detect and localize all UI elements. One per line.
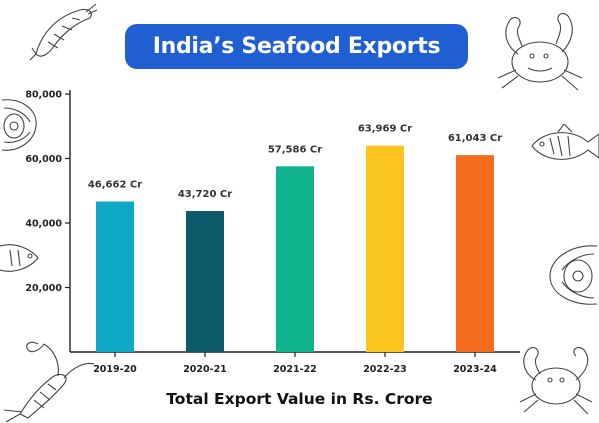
bar <box>186 211 224 352</box>
oyster-icon <box>544 242 599 308</box>
data-label: 46,662 Cr <box>88 180 142 191</box>
bars <box>96 145 494 352</box>
crab-icon <box>512 340 598 420</box>
y-tick-label: 20,000 <box>25 283 62 294</box>
bar <box>366 145 404 352</box>
fish-icon <box>0 236 40 282</box>
x-category-label: 2021-22 <box>273 364 317 375</box>
x-category-label: 2023-24 <box>453 364 497 375</box>
y-axis-ticks: 20,000 40,000 60,000 80,000 <box>25 90 70 294</box>
chart-title: India’s Seafood Exports <box>125 24 468 69</box>
data-label: 63,969 Cr <box>358 124 412 135</box>
bar <box>96 201 134 352</box>
lobster-icon <box>0 338 96 423</box>
x-category-label: 2022-23 <box>363 364 407 375</box>
data-label: 61,043 Cr <box>448 133 502 144</box>
bar <box>456 155 494 352</box>
y-tick-label: 80,000 <box>25 90 62 101</box>
y-tick-label: 40,000 <box>25 219 62 230</box>
crab-icon <box>488 6 588 94</box>
data-label: 57,586 Cr <box>268 144 322 155</box>
x-category-label: 2019-20 <box>93 364 137 375</box>
oyster-icon <box>0 96 40 154</box>
x-category-label: 2020-21 <box>183 364 227 375</box>
x-axis-title: Total Export Value in Rs. Crore <box>166 390 433 408</box>
fish-icon <box>528 124 599 170</box>
bar <box>276 166 314 352</box>
y-tick-label: 60,000 <box>25 154 62 165</box>
x-axis-categories: 2019-20 2020-21 2021-22 2022-23 2023-24 <box>93 352 497 375</box>
shrimp-icon <box>28 2 98 64</box>
data-label: 43,720 Cr <box>178 189 232 200</box>
data-labels: 46,662 Cr 43,720 Cr 57,586 Cr 63,969 Cr 61,0… <box>88 124 502 200</box>
